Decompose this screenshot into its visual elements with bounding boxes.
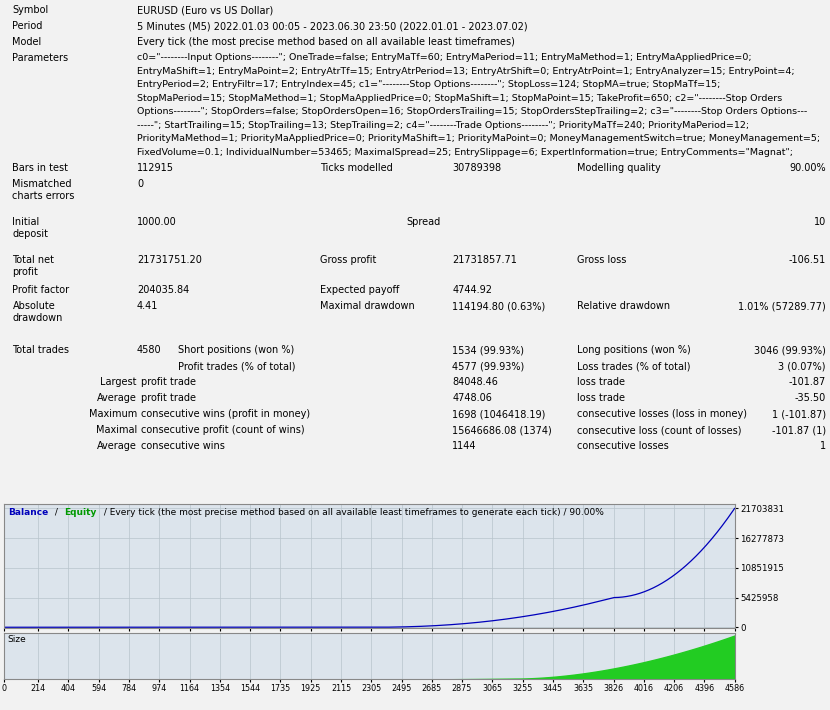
Text: Options--------"; StopOrders=false; StopOrdersOpen=16; StopOrdersTrailing=15; St: Options--------"; StopOrders=false; Stop… bbox=[137, 107, 808, 116]
Text: Every tick (the most precise method based on all available least timeframes): Every tick (the most precise method base… bbox=[137, 37, 515, 47]
Text: Profit factor: Profit factor bbox=[12, 285, 70, 295]
Text: consecutive losses (loss in money): consecutive losses (loss in money) bbox=[577, 410, 747, 420]
Text: profit: profit bbox=[12, 267, 38, 278]
Text: 4580: 4580 bbox=[137, 345, 162, 356]
Text: 4577 (99.93%): 4577 (99.93%) bbox=[452, 361, 525, 371]
Text: Largest: Largest bbox=[100, 378, 137, 388]
Text: Initial: Initial bbox=[12, 217, 40, 227]
Text: 1144: 1144 bbox=[452, 442, 477, 452]
Text: 1698 (1046418.19): 1698 (1046418.19) bbox=[452, 410, 546, 420]
Text: Short positions (won %): Short positions (won %) bbox=[178, 345, 295, 356]
Text: FixedVolume=0.1; IndividualNumber=53465; MaximalSpread=25; EntrySlippage=6; Expe: FixedVolume=0.1; IndividualNumber=53465;… bbox=[137, 148, 793, 157]
Text: profit trade: profit trade bbox=[141, 393, 196, 403]
Text: loss trade: loss trade bbox=[577, 393, 625, 403]
Text: Total net: Total net bbox=[12, 256, 55, 266]
Text: 3046 (99.93%): 3046 (99.93%) bbox=[754, 345, 826, 356]
Text: deposit: deposit bbox=[12, 229, 48, 239]
Text: Gross loss: Gross loss bbox=[577, 256, 626, 266]
Text: 114194.80 (0.63%): 114194.80 (0.63%) bbox=[452, 301, 545, 311]
Text: 5 Minutes (M5) 2022.01.03 00:05 - 2023.06.30 23:50 (2022.01.01 - 2023.07.02): 5 Minutes (M5) 2022.01.03 00:05 - 2023.0… bbox=[137, 21, 528, 31]
Text: Equity: Equity bbox=[64, 508, 96, 517]
Text: 3 (0.07%): 3 (0.07%) bbox=[779, 361, 826, 371]
Text: 1.01% (57289.77): 1.01% (57289.77) bbox=[738, 301, 826, 311]
Text: StopMaPeriod=15; StopMaMethod=1; StopMaAppliedPrice=0; StopMaShift=1; StopMaPoin: StopMaPeriod=15; StopMaMethod=1; StopMaA… bbox=[137, 94, 782, 103]
Text: 1000.00: 1000.00 bbox=[137, 217, 177, 227]
Text: Spread: Spread bbox=[407, 217, 441, 227]
Text: 1 (-101.87): 1 (-101.87) bbox=[772, 410, 826, 420]
Text: c0="--------Input Options--------"; OneTrade=false; EntryMaTf=60; EntryMaPeriod=: c0="--------Input Options--------"; OneT… bbox=[137, 53, 752, 62]
Text: consecutive wins (profit in money): consecutive wins (profit in money) bbox=[141, 410, 310, 420]
Text: Average: Average bbox=[97, 442, 137, 452]
Text: Average: Average bbox=[97, 393, 137, 403]
Text: 84048.46: 84048.46 bbox=[452, 378, 498, 388]
Text: Absolute: Absolute bbox=[12, 301, 56, 311]
Text: 1534 (99.93%): 1534 (99.93%) bbox=[452, 345, 525, 356]
Text: Ticks modelled: Ticks modelled bbox=[320, 163, 393, 173]
Text: 1: 1 bbox=[820, 442, 826, 452]
Text: Total trades: Total trades bbox=[12, 345, 70, 356]
Text: Relative drawdown: Relative drawdown bbox=[577, 301, 670, 311]
Text: Maximum: Maximum bbox=[89, 410, 137, 420]
Text: EURUSD (Euro vs US Dollar): EURUSD (Euro vs US Dollar) bbox=[137, 5, 273, 15]
Text: Expected payoff: Expected payoff bbox=[320, 285, 398, 295]
Text: -101.87: -101.87 bbox=[788, 378, 826, 388]
Text: Balance: Balance bbox=[7, 508, 48, 517]
Text: consecutive losses: consecutive losses bbox=[577, 442, 669, 452]
Text: -35.50: -35.50 bbox=[794, 393, 826, 403]
Text: 21731751.20: 21731751.20 bbox=[137, 256, 202, 266]
Text: Model: Model bbox=[12, 37, 42, 47]
Text: 15646686.08 (1374): 15646686.08 (1374) bbox=[452, 425, 552, 435]
Text: Parameters: Parameters bbox=[12, 53, 69, 63]
Text: Bars in test: Bars in test bbox=[12, 163, 68, 173]
Text: Symbol: Symbol bbox=[12, 5, 49, 15]
Text: Profit trades (% of total): Profit trades (% of total) bbox=[178, 361, 296, 371]
Text: 21731857.71: 21731857.71 bbox=[452, 256, 517, 266]
Text: Maximal: Maximal bbox=[95, 425, 137, 435]
Text: / Every tick (the most precise method based on all available least timeframes to: / Every tick (the most precise method ba… bbox=[101, 508, 604, 517]
Text: Long positions (won %): Long positions (won %) bbox=[577, 345, 691, 356]
Text: 4744.92: 4744.92 bbox=[452, 285, 492, 295]
Text: 90.00%: 90.00% bbox=[789, 163, 826, 173]
Text: 4.41: 4.41 bbox=[137, 301, 159, 311]
Text: loss trade: loss trade bbox=[577, 378, 625, 388]
Text: Size: Size bbox=[7, 635, 27, 644]
Text: 112915: 112915 bbox=[137, 163, 174, 173]
Text: profit trade: profit trade bbox=[141, 378, 196, 388]
Text: Maximal drawdown: Maximal drawdown bbox=[320, 301, 414, 311]
Text: charts errors: charts errors bbox=[12, 191, 75, 201]
Text: 0: 0 bbox=[137, 179, 143, 189]
Text: EntryPeriod=2; EntryFiltr=17; EntryIndex=45; c1="--------Stop Options--------"; : EntryPeriod=2; EntryFiltr=17; EntryIndex… bbox=[137, 80, 720, 89]
Text: -106.51: -106.51 bbox=[788, 256, 826, 266]
Text: Loss trades (% of total): Loss trades (% of total) bbox=[577, 361, 691, 371]
Text: -----"; StartTrailing=15; StopTrailing=13; StepTrailing=2; c4="--------Trade Opt: -----"; StartTrailing=15; StopTrailing=1… bbox=[137, 121, 749, 130]
Text: EntryMaShift=1; EntryMaPoint=2; EntryAtrTf=15; EntryAtrPeriod=13; EntryAtrShift=: EntryMaShift=1; EntryMaPoint=2; EntryAtr… bbox=[137, 67, 794, 75]
Text: 30789398: 30789398 bbox=[452, 163, 501, 173]
Text: Modelling quality: Modelling quality bbox=[577, 163, 661, 173]
Text: consecutive profit (count of wins): consecutive profit (count of wins) bbox=[141, 425, 305, 435]
Text: consecutive loss (count of losses): consecutive loss (count of losses) bbox=[577, 425, 741, 435]
Text: drawdown: drawdown bbox=[12, 313, 63, 323]
Text: Period: Period bbox=[12, 21, 43, 31]
Text: /: / bbox=[51, 508, 61, 517]
Text: 204035.84: 204035.84 bbox=[137, 285, 189, 295]
Text: 4748.06: 4748.06 bbox=[452, 393, 492, 403]
Text: consecutive wins: consecutive wins bbox=[141, 442, 225, 452]
Text: Mismatched: Mismatched bbox=[12, 179, 72, 189]
Text: 10: 10 bbox=[813, 217, 826, 227]
Text: Gross profit: Gross profit bbox=[320, 256, 376, 266]
Text: PriorityMaMethod=1; PriorityMaAppliedPrice=0; PriorityMaShift=1; PriorityMaPoint: PriorityMaMethod=1; PriorityMaAppliedPri… bbox=[137, 134, 820, 143]
Text: -101.87 (1): -101.87 (1) bbox=[772, 425, 826, 435]
